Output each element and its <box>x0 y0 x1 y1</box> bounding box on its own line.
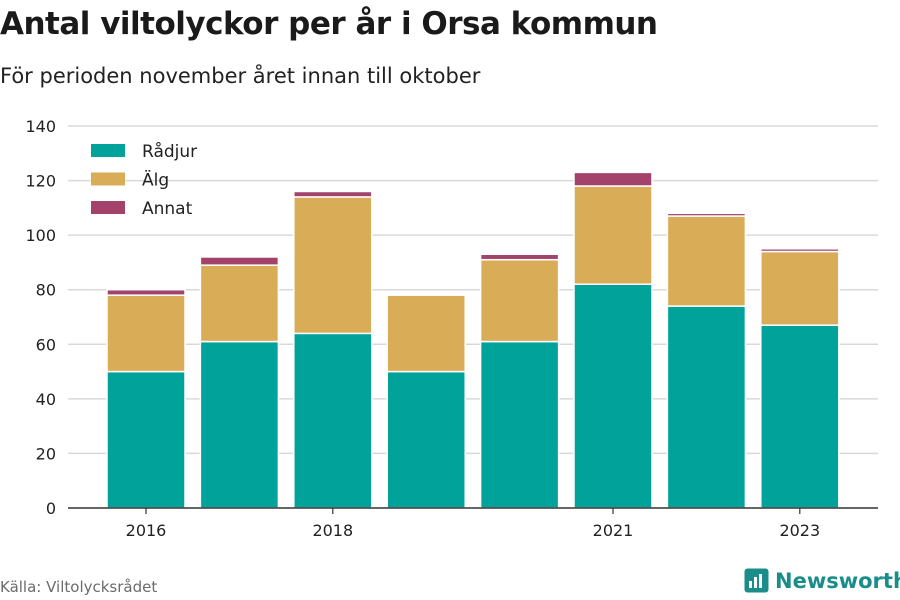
bar-segment-radjur <box>760 324 840 509</box>
y-tick-label: 20 <box>36 444 56 463</box>
bar-segment-annat <box>666 212 747 217</box>
gridlines <box>68 125 878 455</box>
legend: Rådjur Älg Annat <box>91 141 197 219</box>
y-tick-label: 60 <box>36 335 56 354</box>
brand-name: Newsworthy <box>775 568 900 593</box>
y-tick-label: 140 <box>25 117 56 136</box>
source-note: Källa: Viltolycksrådet <box>0 578 158 596</box>
bar-segment-alg <box>386 294 466 373</box>
y-tick-label: 80 <box>36 281 56 300</box>
bar-segment-radjur <box>199 340 280 509</box>
legend-swatch <box>91 172 125 186</box>
brand-logo: Newsworthy <box>744 568 900 593</box>
bar-segment-annat <box>199 256 280 266</box>
chart-subtitle: För perioden november året innan till ok… <box>0 64 481 88</box>
y-tick-label: 0 <box>46 499 56 518</box>
bar-segment-annat <box>760 248 840 253</box>
x-tick-label: 2023 <box>779 521 820 540</box>
bar-segment-alg <box>760 250 840 326</box>
x-tick-label: 2018 <box>312 521 353 540</box>
bar-segment-radjur <box>106 370 186 509</box>
bar-segment-alg <box>199 264 280 343</box>
bar-segment-alg <box>573 185 653 286</box>
bar-segment-alg <box>106 294 186 373</box>
bar-segment-annat <box>293 190 373 198</box>
legend-swatch <box>91 201 125 214</box>
legend-label: Älg <box>142 170 169 191</box>
bar-segment-alg <box>479 258 560 343</box>
bar-segment-radjur <box>666 305 747 509</box>
axes: 0 20 40 60 80 100 120 140 2016 2018 2021 2023 <box>25 117 878 540</box>
y-tick-label: 40 <box>36 390 56 409</box>
x-tick-label: 2016 <box>126 521 167 540</box>
newsworthy-icon <box>744 568 769 593</box>
legend-label: Rådjur <box>142 141 197 162</box>
legend-swatch <box>91 144 125 157</box>
y-tick-label: 100 <box>25 226 56 245</box>
x-tick-label: 2021 <box>593 521 634 540</box>
chart-title: Antal viltolyckor per år i Orsa kommun <box>0 6 658 42</box>
bars <box>106 171 840 509</box>
bar-segment-annat <box>106 288 186 296</box>
y-tick-label: 120 <box>25 172 56 191</box>
bar-segment-alg <box>666 215 747 307</box>
bar-segment-radjur <box>293 332 373 509</box>
bar-segment-annat <box>479 253 560 261</box>
bar-segment-radjur <box>479 340 560 509</box>
legend-label: Annat <box>142 199 193 219</box>
bar-segment-annat <box>573 171 653 187</box>
bar-segment-radjur <box>573 283 653 509</box>
bar-segment-radjur <box>386 370 466 509</box>
bar-segment-alg <box>293 196 373 335</box>
